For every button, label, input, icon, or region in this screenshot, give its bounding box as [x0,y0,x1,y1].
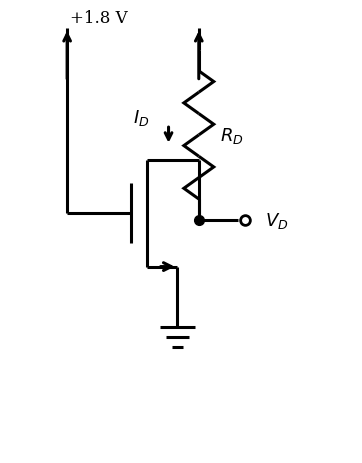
Text: $V_D$: $V_D$ [265,211,288,231]
Text: $R_D$: $R_D$ [220,125,244,145]
Text: $I_D$: $I_D$ [132,108,149,128]
Text: +1.8 V: +1.8 V [70,10,128,27]
